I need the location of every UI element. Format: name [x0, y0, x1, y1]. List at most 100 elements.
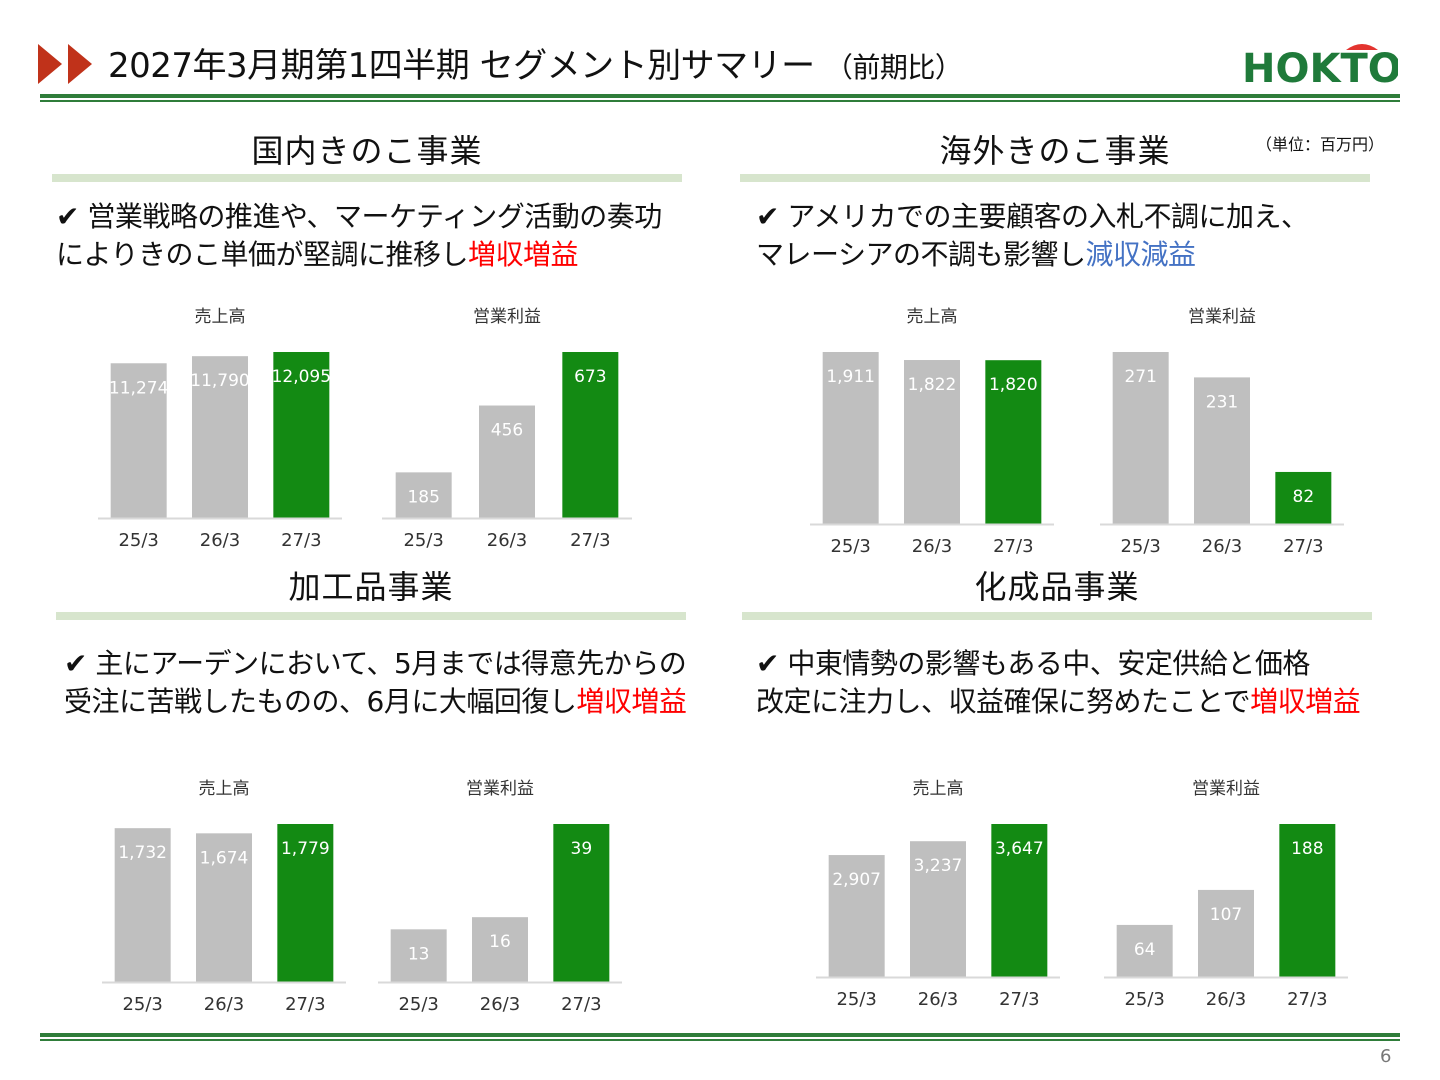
data-label: 1,732	[118, 843, 167, 863]
bar-25-3	[822, 352, 879, 524]
chart-overseas-sales: 売上高 1,911 25/3 1,822 26/3 1,820 27/3	[810, 298, 1054, 562]
section-title-processed: 加工品事業	[288, 568, 454, 606]
section-underline	[56, 612, 686, 620]
x-tick-label: 27/3	[1287, 989, 1327, 1010]
bar-27-3	[553, 824, 610, 982]
x-tick-label: 27/3	[999, 989, 1039, 1010]
data-label: 3,647	[995, 839, 1044, 859]
data-label: 231	[1206, 392, 1238, 412]
bar-27-3	[1275, 471, 1332, 524]
chart-title: 売上高	[907, 307, 958, 327]
chart-title: 営業利益	[1192, 779, 1260, 799]
chart-overseas-op-profit: 営業利益 271 25/3 231 26/3 82 27/3	[1100, 298, 1344, 562]
chart-title: 売上高	[199, 779, 250, 799]
chart-domestic-op-profit: 営業利益 185 25/3 456 26/3 673 27/3	[382, 298, 632, 556]
chart-processed-sales: 売上高 1,732 25/3 1,674 26/3 1,779 27/3	[102, 770, 346, 1020]
chart-title: 営業利益	[466, 779, 534, 799]
data-label: 673	[574, 367, 606, 387]
chart-chemical-op-profit: 営業利益 64 25/3 107 26/3 188 27/3	[1104, 770, 1348, 1015]
data-label: 82	[1293, 487, 1315, 507]
data-label: 271	[1124, 367, 1156, 387]
bar-25-3	[1112, 352, 1169, 524]
data-label: 1,911	[826, 367, 875, 387]
x-tick-label: 25/3	[1120, 536, 1160, 557]
x-tick-label: 26/3	[1202, 536, 1242, 557]
bar-26-3	[479, 405, 535, 518]
data-label: 13	[408, 944, 430, 964]
data-label: 16	[489, 932, 511, 952]
data-label: 11,790	[190, 371, 249, 391]
bar-26-3	[910, 841, 966, 977]
logo-mushroom-cap-icon	[1346, 44, 1378, 50]
header-rule-thin	[40, 100, 1400, 102]
chart-title: 営業利益	[1188, 307, 1256, 327]
section-bullet-overseas: ✔ アメリカでの主要顧客の入札不調に加え、 マレーシアの不調も影響し減収減益	[756, 200, 1309, 271]
bar-27-3	[991, 824, 1048, 977]
x-tick-label: 27/3	[993, 536, 1033, 557]
data-label: 1,779	[281, 839, 330, 859]
bar-26-3	[472, 917, 528, 982]
data-label: 1,820	[989, 375, 1038, 395]
data-label: 188	[1291, 839, 1323, 859]
bar-26-3	[1194, 377, 1250, 524]
section-underline	[740, 174, 1370, 182]
data-label: 1,674	[200, 848, 249, 868]
page-title: 2027年3月期第1四半期 セグメント別サマリー （前期比）	[108, 46, 963, 86]
x-tick-label: 25/3	[403, 530, 443, 551]
x-tick-label: 26/3	[918, 989, 958, 1010]
bar-25-3	[828, 855, 885, 977]
section-underline	[52, 174, 682, 182]
logo-text: HOKTO	[1242, 46, 1398, 92]
bar-27-3	[562, 352, 619, 518]
bar-25-3	[110, 363, 167, 518]
bar-27-3	[277, 824, 334, 982]
title-arrows-icon	[38, 44, 92, 84]
x-tick-label: 25/3	[118, 530, 158, 551]
bar-26-3	[196, 833, 252, 982]
bar-26-3	[904, 360, 960, 524]
x-tick-label: 27/3	[570, 530, 610, 551]
chart-domestic-sales: 売上高 11,274 25/3 11,790 26/3 12,095 27/3	[98, 298, 342, 556]
data-label: 2,907	[832, 870, 881, 890]
x-tick-label: 26/3	[1206, 989, 1246, 1010]
chart-title: 売上高	[913, 779, 964, 799]
bar-26-3	[192, 356, 248, 518]
x-tick-label: 25/3	[1124, 989, 1164, 1010]
bar-25-3	[390, 929, 447, 982]
footer-rule-thin	[40, 1039, 1400, 1041]
chart-title: 売上高	[195, 307, 246, 327]
x-tick-label: 25/3	[398, 994, 438, 1015]
unit-label: （単位：百万円）	[1256, 135, 1385, 154]
data-label: 107	[1210, 905, 1242, 925]
section-bullet-domestic: ✔ 営業戦略の推進や、マーケティング活動の奏功 によりきのこ単価が堅調に推移し増…	[56, 200, 662, 271]
x-tick-label: 25/3	[122, 994, 162, 1015]
data-label: 1,822	[908, 375, 957, 395]
bar-25-3	[114, 828, 171, 982]
chart-processed-op-profit: 営業利益 13 25/3 16 26/3 39 27/3	[378, 770, 622, 1020]
page-number: 6	[1380, 1046, 1392, 1067]
data-label: 64	[1134, 940, 1156, 960]
bar-27-3	[985, 360, 1042, 524]
x-tick-label: 27/3	[285, 994, 325, 1015]
section-bullet-chemical: ✔ 中東情勢の影響もある中、安定供給と価格 改定に注力し、収益確保に努めたことで…	[756, 647, 1361, 718]
bar-27-3	[273, 352, 330, 518]
chart-chemical-sales: 売上高 2,907 25/3 3,237 26/3 3,647 27/3	[816, 770, 1060, 1015]
bar-25-3	[395, 472, 452, 518]
x-tick-label: 27/3	[1283, 536, 1323, 557]
data-label: 185	[407, 487, 439, 507]
data-label: 12,095	[272, 367, 331, 387]
section-title-overseas: 海外きのこ事業	[939, 132, 1171, 170]
x-tick-label: 26/3	[204, 994, 244, 1015]
data-label: 39	[571, 839, 593, 859]
x-tick-label: 25/3	[836, 989, 876, 1010]
section-title-domestic: 国内きのこ事業	[251, 132, 483, 170]
data-label: 456	[491, 421, 523, 441]
section-title-chemical: 化成品事業	[974, 568, 1140, 606]
section-bullet-processed: ✔ 主にアーデンにおいて、5月までは得意先からの 受注に苦戦したものの、6月に大…	[64, 647, 687, 718]
x-tick-label: 26/3	[480, 994, 520, 1015]
x-tick-label: 26/3	[487, 530, 527, 551]
x-tick-label: 27/3	[281, 530, 321, 551]
chart-title: 営業利益	[473, 307, 541, 327]
x-tick-label: 26/3	[912, 536, 952, 557]
x-tick-label: 27/3	[561, 994, 601, 1015]
